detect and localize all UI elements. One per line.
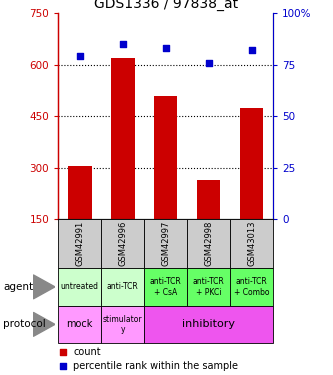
Text: anti-TCR
+ Combo: anti-TCR + Combo [234,277,269,297]
Polygon shape [33,312,55,336]
Text: stimulator
y: stimulator y [103,315,143,334]
Text: GSM42996: GSM42996 [118,221,127,266]
Point [206,60,211,66]
Bar [58,219,101,268]
Point [249,47,254,53]
Polygon shape [33,275,55,299]
Bar [144,306,273,343]
Text: mock: mock [67,320,93,329]
Bar [58,268,101,306]
Text: count: count [73,347,101,357]
Bar [68,166,92,219]
Point [60,349,65,355]
Bar [197,180,220,219]
Text: GSM43013: GSM43013 [247,221,256,267]
Bar [144,219,187,268]
Text: GSM42997: GSM42997 [161,221,170,266]
Bar [230,268,273,306]
Bar [101,219,144,268]
Text: anti-TCR: anti-TCR [107,282,139,291]
Text: GSM42991: GSM42991 [75,221,84,266]
Bar [240,108,263,219]
Title: GDS1336 / 97838_at: GDS1336 / 97838_at [94,0,238,11]
Text: percentile rank within the sample: percentile rank within the sample [73,361,238,371]
Point [163,45,168,51]
Bar [187,219,230,268]
Bar [58,306,101,343]
Bar [101,268,144,306]
Text: anti-TCR
+ CsA: anti-TCR + CsA [150,277,181,297]
Text: untreated: untreated [61,282,99,291]
Text: protocol: protocol [3,320,46,329]
Text: agent: agent [3,282,33,292]
Text: inhibitory: inhibitory [182,320,235,329]
Bar [187,268,230,306]
Bar [144,268,187,306]
Point [120,41,125,47]
Bar [111,58,135,219]
Bar [230,219,273,268]
Text: anti-TCR
+ PKCi: anti-TCR + PKCi [193,277,224,297]
Text: GSM42998: GSM42998 [204,221,213,266]
Bar [101,306,144,343]
Point [77,54,83,60]
Bar [154,96,177,219]
Point [60,363,65,369]
